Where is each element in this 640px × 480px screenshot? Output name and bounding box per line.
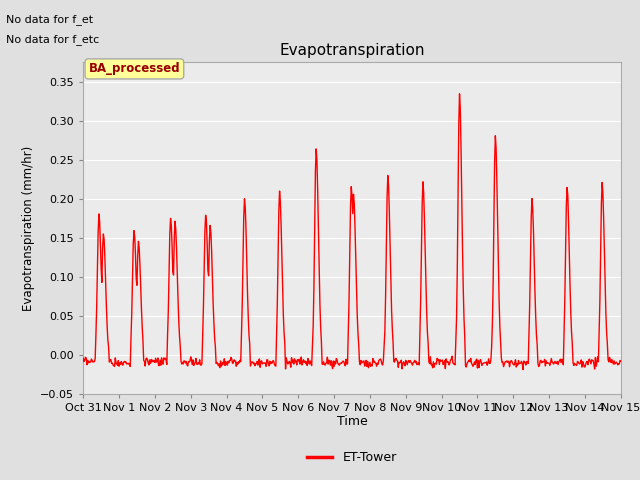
Text: No data for f_et: No data for f_et (6, 14, 93, 25)
Y-axis label: Evapotranspiration (mm/hr): Evapotranspiration (mm/hr) (22, 145, 35, 311)
Title: Evapotranspiration: Evapotranspiration (279, 44, 425, 59)
Text: No data for f_etc: No data for f_etc (6, 34, 100, 45)
Legend: ET-Tower: ET-Tower (302, 446, 402, 469)
X-axis label: Time: Time (337, 415, 367, 429)
Text: BA_processed: BA_processed (88, 62, 180, 75)
